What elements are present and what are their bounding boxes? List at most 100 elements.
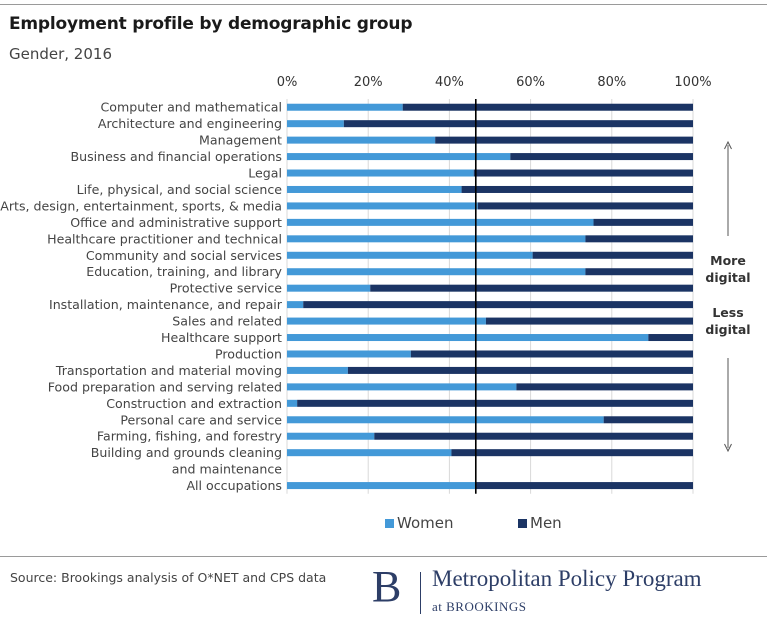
footer-rule: [0, 556, 767, 557]
legend: Women Men: [385, 514, 562, 532]
bar-men: [532, 251, 693, 259]
category-label: Production: [215, 346, 282, 361]
category-label: Protective service: [170, 281, 283, 296]
x-tick-label: 40%: [435, 75, 464, 90]
bar-men: [435, 136, 693, 144]
brookings-logo: B: [372, 562, 402, 611]
less-digital-line2: digital: [705, 322, 751, 337]
bar-women: [287, 284, 371, 292]
category-label: Transportation and material moving: [55, 363, 282, 378]
category-label: Personal care and service: [120, 412, 282, 427]
x-tick-label: 80%: [597, 75, 626, 90]
bar-men: [648, 334, 693, 342]
more-digital-line2: digital: [705, 270, 751, 285]
bar-men: [297, 399, 693, 407]
category-label: Architecture and engineering: [98, 116, 282, 131]
x-tick-label: 0%: [277, 75, 298, 90]
bar-women: [287, 202, 478, 210]
bar-women: [287, 334, 649, 342]
category-label: and maintenance: [172, 462, 282, 477]
source-note: Source: Brookings analysis of O*NET and …: [10, 570, 327, 585]
category-label: Arts, design, entertainment, sports, & m…: [0, 198, 282, 213]
bar-men: [593, 218, 693, 226]
program-affiliation: at BROOKINGS: [432, 599, 527, 614]
bar-men: [451, 449, 693, 457]
chart-subtitle: Gender, 2016: [9, 45, 112, 63]
bar-men: [585, 268, 693, 276]
x-tick-label: 20%: [354, 75, 383, 90]
bar-men: [303, 301, 693, 309]
bar-women: [287, 120, 344, 128]
stacked-bar-chart: 0% 20% 40% 60% 80% 100% Computer and mathemat…: [0, 75, 732, 532]
bar-women: [287, 218, 594, 226]
bar-women: [287, 301, 304, 309]
category-label: Healthcare practitioner and technical: [47, 231, 282, 246]
x-axis-ticks: 0% 20% 40% 60% 80% 100%: [277, 75, 712, 90]
category-label: Life, physical, and social science: [77, 182, 283, 197]
bar-women: [287, 317, 486, 325]
bar-women: [287, 399, 298, 407]
category-label: Community and social services: [86, 248, 282, 263]
digital-arrows: [724, 140, 732, 453]
x-tick-label: 100%: [674, 75, 711, 90]
bar-women: [287, 136, 436, 144]
chart-title: Employment profile by demographic group: [9, 14, 413, 34]
bar-women: [287, 268, 586, 276]
category-label: Food preparation and serving related: [48, 379, 282, 394]
category-label: Installation, maintenance, and repair: [49, 297, 283, 312]
bar-men: [603, 416, 693, 424]
category-label: All occupations: [186, 478, 282, 493]
bar-men: [477, 202, 693, 210]
bar-women: [287, 383, 517, 391]
bar-women: [287, 185, 462, 193]
less-digital-annotation: Less digital: [700, 304, 756, 338]
legend-swatch: [518, 519, 527, 528]
bar-men: [410, 350, 693, 358]
category-label: Office and administrative support: [70, 215, 282, 230]
bar-women: [287, 153, 511, 161]
bar-women: [287, 432, 375, 440]
bar-women: [287, 251, 533, 259]
category-label: Building and grounds cleaning: [91, 445, 282, 460]
bar-men: [374, 432, 693, 440]
category-label: Sales and related: [172, 314, 282, 329]
category-label: Construction and extraction: [106, 396, 282, 411]
less-digital-line1: Less: [712, 305, 744, 320]
top-rule: [0, 4, 767, 5]
bars: [287, 103, 693, 490]
bar-women: [287, 416, 604, 424]
bar-men: [585, 235, 693, 243]
bar-men: [473, 169, 693, 177]
category-label: Management: [199, 133, 282, 148]
category-label: Education, training, and library: [86, 264, 282, 279]
bar-men: [485, 317, 693, 325]
bar-women: [287, 449, 452, 457]
bar-women: [287, 350, 411, 358]
category-label: Farming, fishing, and forestry: [97, 429, 283, 444]
arrow-down-head: [724, 443, 732, 453]
logo-divider: [420, 572, 421, 614]
bar-women: [287, 366, 348, 374]
bar-men: [347, 366, 693, 374]
category-label: Computer and mathematical: [100, 100, 282, 115]
category-label: Healthcare support: [161, 330, 282, 345]
bar-men: [516, 383, 693, 391]
bar-men: [475, 482, 693, 490]
bar-women: [287, 103, 403, 111]
bar-men: [510, 153, 693, 161]
category-label: Business and financial operations: [70, 149, 282, 164]
bar-women: [287, 169, 474, 177]
x-tick-label: 60%: [516, 75, 545, 90]
bar-men: [343, 120, 693, 128]
legend-label: Men: [530, 514, 562, 532]
bar-men: [370, 284, 693, 292]
legend-swatch: [385, 519, 394, 528]
more-digital-annotation: More digital: [700, 252, 756, 286]
bar-women: [287, 482, 476, 490]
program-name: Metropolitan Policy Program: [432, 566, 702, 591]
more-digital-line1: More: [710, 253, 746, 268]
legend-label: Women: [397, 514, 453, 532]
bar-men: [461, 185, 693, 193]
bar-women: [287, 235, 586, 243]
